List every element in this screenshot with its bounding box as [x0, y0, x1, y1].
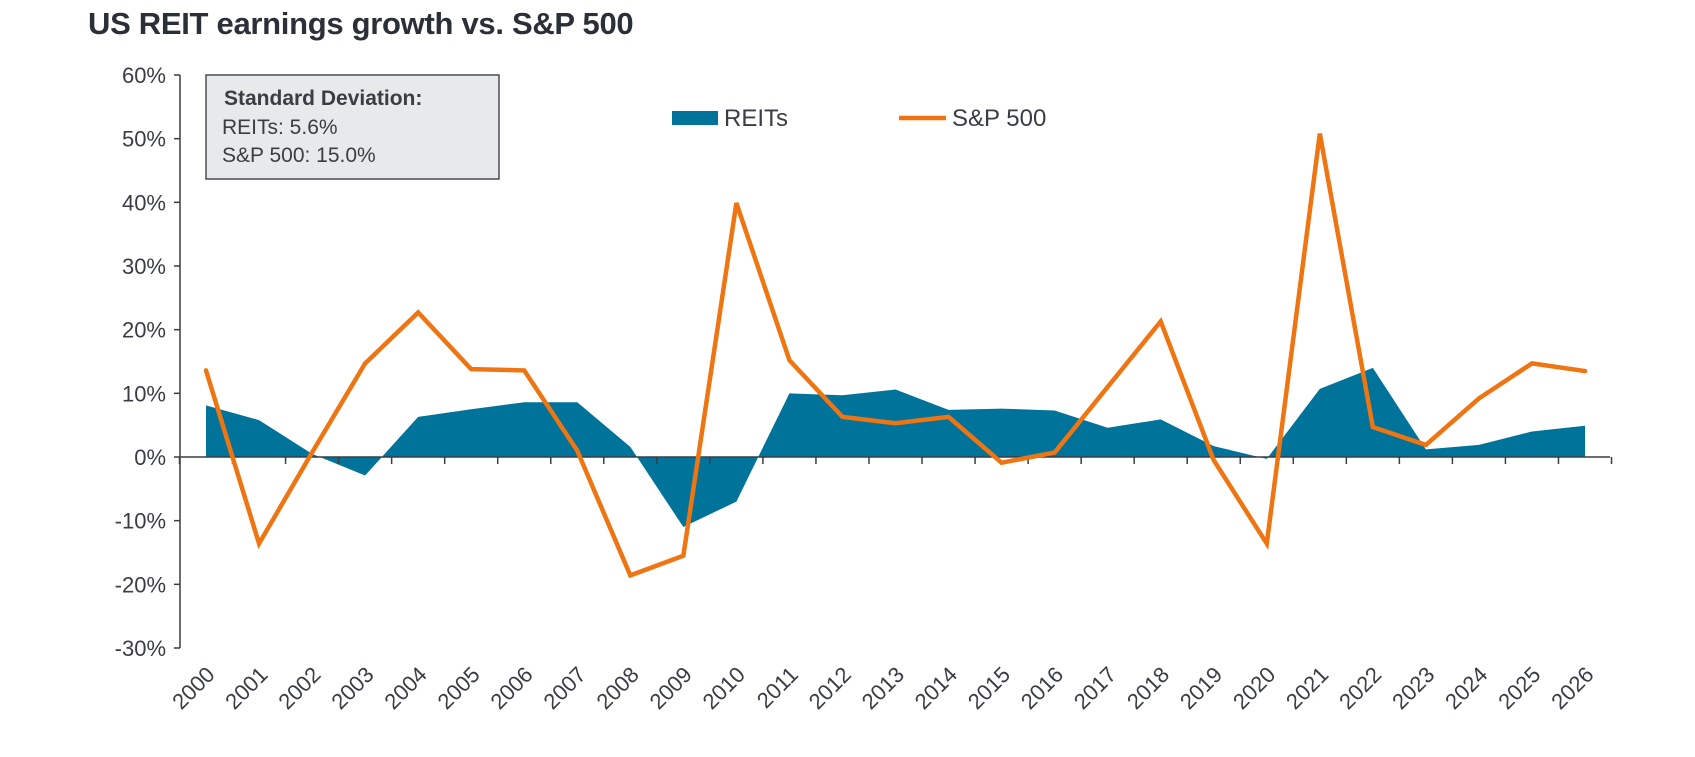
x-tick-label: 2022	[1334, 662, 1386, 714]
y-tick-labels: 60% 50% 40% 30% 20% 10% 0% -10% -20% -30%	[115, 63, 166, 661]
std-dev-annotation: Standard Deviation: REITs: 5.6% S&P 500:…	[205, 74, 500, 180]
legend-swatch-reits	[672, 111, 718, 125]
x-tick-label: 2014	[910, 662, 962, 714]
annotation-box	[205, 74, 500, 180]
legend-item-reits: REITs	[672, 105, 788, 132]
x-tick-label: 2017	[1069, 662, 1121, 714]
chart-title: US REIT earnings growth vs. S&P 500	[88, 6, 634, 41]
x-tick-labels: 2000 2001 2002 2003 2004 2005 2006 2007 2008 2009…	[167, 662, 1598, 714]
x-tick-label: 2010	[698, 662, 750, 714]
legend: REITs S&P 500	[672, 105, 1046, 132]
x-tick-label: 2026	[1546, 662, 1598, 714]
reits-area	[206, 367, 1585, 528]
sp500-line	[203, 133, 1588, 579]
sp500-line-layer	[203, 133, 1588, 579]
y-tick-label: 40%	[122, 190, 166, 215]
x-tick-label: 2024	[1440, 662, 1492, 714]
annotation-line-reits: REITs: 5.6%	[222, 116, 338, 139]
y-tick-label: 0%	[134, 445, 166, 470]
x-tick-label: 2002	[273, 662, 325, 714]
x-tick-label: 2005	[432, 662, 484, 714]
x-tick-label: 2015	[963, 662, 1015, 714]
y-tick-label: 10%	[122, 381, 166, 406]
reits-area-layer	[205, 367, 1586, 528]
legend-label-sp500: S&P 500	[952, 105, 1046, 132]
x-tick-label: 2003	[326, 662, 378, 714]
y-tick-label: 30%	[122, 254, 166, 279]
x-tick-label: 2016	[1016, 662, 1068, 714]
x-tick-label: 2013	[857, 662, 909, 714]
y-tick-label: -20%	[115, 572, 166, 597]
y-tick-label: 20%	[122, 318, 166, 343]
x-tick-label: 2006	[485, 662, 537, 714]
x-tick-label: 2000	[167, 662, 219, 714]
x-tick-label: 2018	[1122, 662, 1174, 714]
x-tick-label: 2009	[645, 662, 697, 714]
x-tick-label: 2001	[220, 662, 272, 714]
legend-label-reits: REITs	[724, 105, 788, 132]
axes	[174, 74, 1613, 649]
x-tick-label: 2023	[1387, 662, 1439, 714]
annotation-heading: Standard Deviation:	[224, 87, 422, 110]
x-tick-label: 2025	[1493, 662, 1545, 714]
x-tick-label: 2004	[379, 662, 431, 714]
y-tick-label: 60%	[122, 63, 166, 88]
x-tick-label: 2007	[539, 662, 591, 714]
x-tick-label: 2019	[1175, 662, 1227, 714]
x-tick-label: 2012	[804, 662, 856, 714]
x-tick-label: 2020	[1228, 662, 1280, 714]
y-tick-label: -10%	[115, 509, 166, 534]
y-tick-label: 50%	[122, 127, 166, 152]
x-tick-label: 2008	[592, 662, 644, 714]
annotation-line-sp500: S&P 500: 15.0%	[222, 144, 376, 167]
legend-item-sp500: S&P 500	[899, 105, 1046, 132]
x-tick-label: 2021	[1281, 662, 1333, 714]
x-tick-label: 2011	[752, 662, 803, 713]
y-tick-label: -30%	[115, 636, 166, 661]
